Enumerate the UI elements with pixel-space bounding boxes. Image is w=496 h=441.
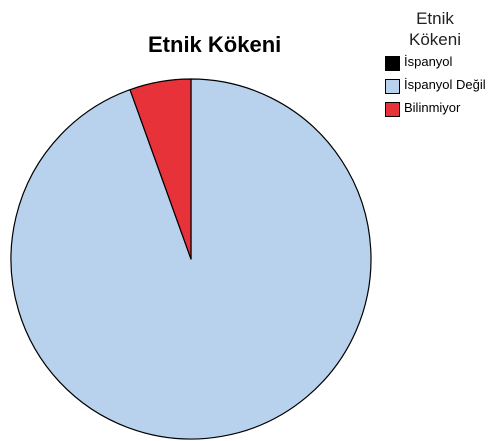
legend-swatch-bilinmiyor [385,102,400,117]
legend-swatch-ispanyol-degil [385,79,400,94]
pie-slice-bilinmiyor [129,78,192,260]
legend-title-line-1: Etnik [416,9,454,28]
legend-item-ispanyol-degil: İspanyol Değil [385,77,493,94]
legend-items: İspanyol İspanyol Değil Bilinmiyor [385,54,493,117]
legend-label-bilinmiyor: Bilinmiyor [404,100,461,115]
legend-item-ispanyol: İspanyol [385,54,493,71]
legend-label-ispanyol-degil: İspanyol Değil [404,77,486,92]
legend-title-line-2: Kökeni [409,30,461,49]
legend-swatch-ispanyol [385,56,400,71]
legend: Etnik Kökeni İspanyol İspanyol Değil Bil… [385,8,493,123]
chart-title: Etnik Kökeni [148,32,282,57]
legend-title: Etnik Kökeni [385,8,485,50]
legend-label-ispanyol: İspanyol [404,54,453,69]
legend-item-bilinmiyor: Bilinmiyor [385,100,493,117]
